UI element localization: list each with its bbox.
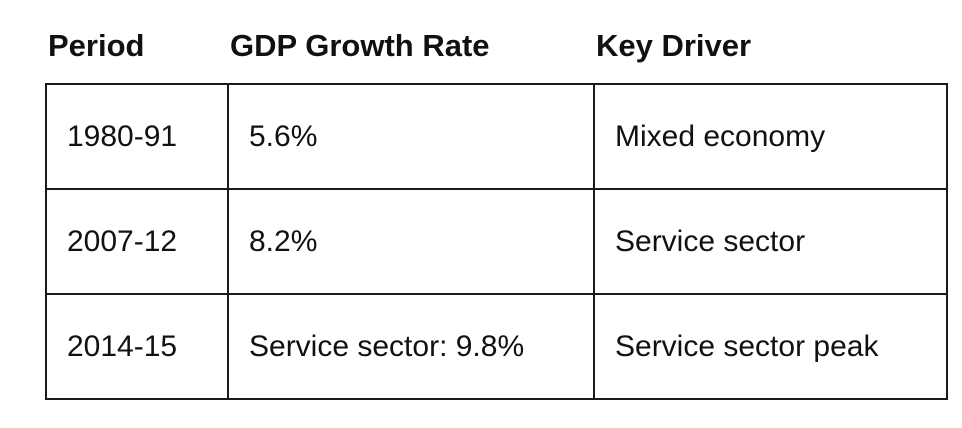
cell-gdp-growth-rate: 5.6% [227,83,595,190]
cell-period: 2007-12 [45,188,229,295]
cell-key-driver: Mixed economy [593,83,948,190]
header-key-driver: Key Driver [596,28,752,63]
cell-period: 2014-15 [45,293,229,400]
header-gdp-growth-rate: GDP Growth Rate [230,28,490,63]
table-row: 1980-91 5.6% Mixed economy [45,83,948,190]
header-period: Period [48,28,145,63]
table-header: Period GDP Growth Rate Key Driver [0,0,962,84]
cell-key-driver: Service sector peak [593,293,948,400]
table-row: 2014-15 Service sector: 9.8% Service sec… [45,293,948,400]
cell-key-driver: Service sector [593,188,948,295]
cell-gdp-growth-rate: Service sector: 9.8% [227,293,595,400]
cell-gdp-growth-rate: 8.2% [227,188,595,295]
table-row: 2007-12 8.2% Service sector [45,188,948,295]
cell-period: 1980-91 [45,83,229,190]
gdp-table: 1980-91 5.6% Mixed economy 2007-12 8.2% … [45,83,948,400]
